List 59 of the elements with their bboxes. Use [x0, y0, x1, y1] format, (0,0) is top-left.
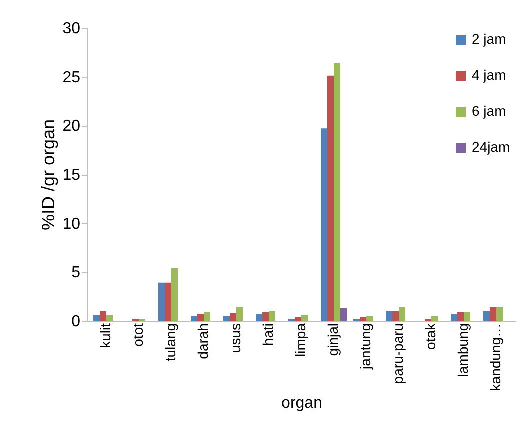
bar — [360, 317, 366, 321]
bar — [334, 63, 340, 321]
bar — [236, 307, 243, 321]
x-tick-label: usus — [228, 324, 244, 354]
x-axis-title: organ — [282, 395, 322, 412]
bar — [165, 282, 172, 321]
bar — [106, 315, 113, 321]
bar — [302, 315, 308, 321]
y-tick-label: 25 — [62, 69, 81, 86]
x-tick-label: kandung… — [488, 324, 504, 392]
x-tick-label: jantung — [358, 324, 374, 370]
bar — [484, 311, 490, 321]
y-tick-label: 0 — [72, 314, 81, 330]
bar — [451, 314, 458, 321]
bar — [100, 311, 106, 321]
bar — [340, 308, 347, 321]
x-tick-label: lambung — [455, 324, 471, 378]
x-tick-label: darah — [195, 324, 211, 360]
bar — [464, 312, 470, 321]
bar — [490, 307, 496, 321]
bar — [191, 316, 198, 321]
bar — [230, 313, 236, 321]
x-tick-label: otot — [130, 323, 146, 347]
legend-label: 2 jam — [472, 31, 506, 47]
legend-label: 6 jam — [472, 103, 506, 119]
bar — [321, 128, 328, 321]
bar — [158, 282, 165, 321]
bar — [198, 314, 204, 321]
bar — [224, 316, 230, 321]
bar — [94, 315, 100, 321]
x-tick-label: kulit — [98, 323, 114, 348]
bar — [399, 307, 406, 321]
bar — [392, 311, 399, 321]
bar — [256, 314, 262, 321]
x-tick-label: limpa — [292, 323, 308, 357]
bar — [269, 311, 276, 321]
x-tick-label: paru-paru — [390, 324, 406, 384]
y-tick-label: 5 — [72, 264, 81, 282]
y-tick-label: 30 — [62, 20, 81, 38]
x-tick-label: hati — [260, 324, 276, 346]
bar — [262, 312, 269, 321]
bar — [204, 312, 210, 321]
bar — [328, 76, 334, 321]
x-tick-label: tulang — [162, 324, 178, 362]
legend-label: 24jam — [472, 139, 510, 155]
bar — [458, 312, 464, 321]
x-tick-label: otak — [422, 322, 438, 350]
y-tick-label: 10 — [62, 216, 81, 233]
bar — [295, 317, 302, 321]
bar — [432, 316, 438, 321]
bar — [366, 316, 373, 321]
y-axis-title: %ID /gr organ — [38, 119, 59, 231]
y-tick-label: 15 — [62, 167, 81, 184]
bar — [496, 307, 503, 321]
bar — [386, 311, 392, 321]
y-tick-label: 20 — [62, 118, 81, 136]
x-tick-label: ginjal — [325, 324, 341, 356]
legend-label: 4 jam — [472, 67, 506, 83]
bar — [172, 268, 178, 321]
